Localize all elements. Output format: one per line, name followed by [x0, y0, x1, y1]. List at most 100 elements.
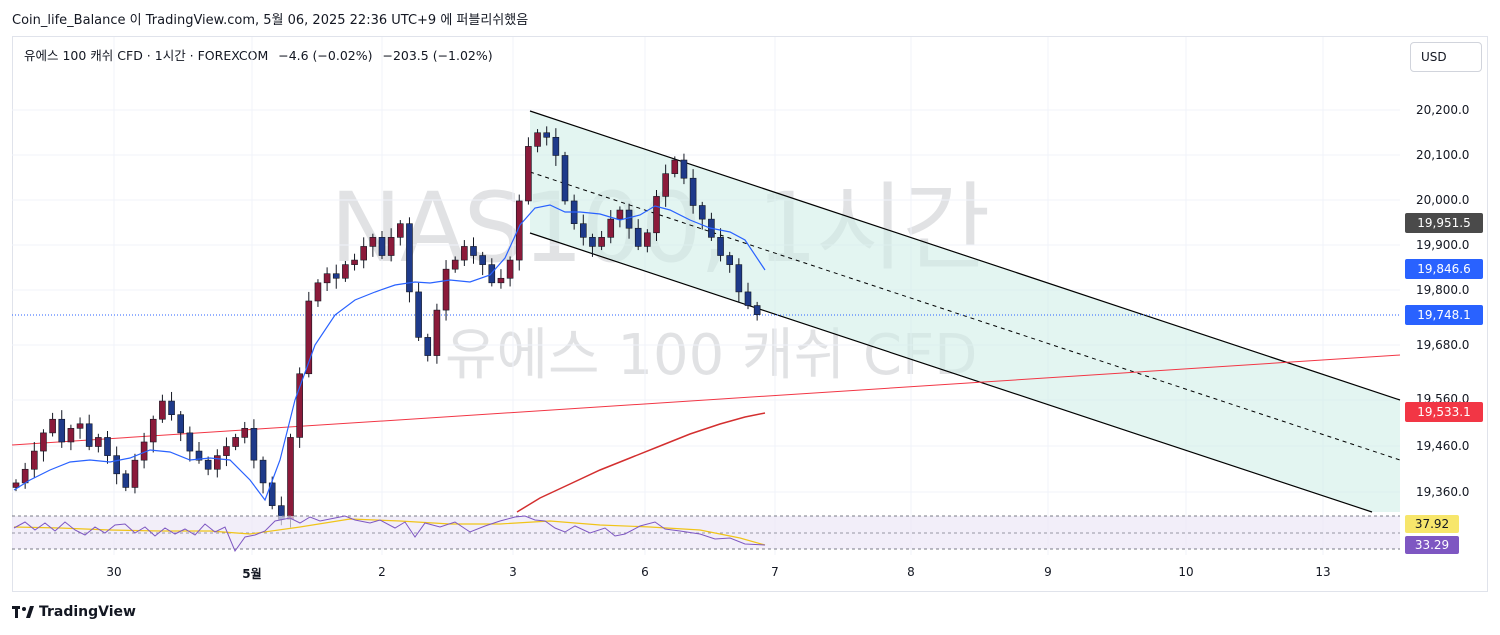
candle-body[interactable]: [21, 468, 29, 484]
candle-body[interactable]: [561, 155, 569, 202]
candle-body[interactable]: [479, 255, 486, 265]
candle-body[interactable]: [735, 264, 743, 293]
candle-body[interactable]: [698, 205, 706, 220]
candle-body[interactable]: [305, 300, 313, 375]
candle-body[interactable]: [360, 246, 368, 261]
candle-body[interactable]: [58, 418, 66, 443]
candle-body[interactable]: [461, 246, 468, 261]
candle-body[interactable]: [159, 400, 166, 420]
candle-body[interactable]: [323, 273, 331, 284]
candle-body[interactable]: [726, 255, 734, 265]
candle-body[interactable]: [259, 459, 267, 484]
symbol-legend[interactable]: 유에스 100 캐쉬 CFD · 1시간 · FOREXCOM −4.6 (−0…: [24, 45, 493, 64]
chart-frame[interactable]: [12, 36, 1488, 592]
candle-body[interactable]: [214, 455, 221, 470]
candle-body[interactable]: [396, 223, 404, 238]
time-axis-label: 30: [106, 565, 122, 579]
candle-body[interactable]: [744, 291, 752, 306]
candle-body[interactable]: [351, 259, 358, 265]
candle-body[interactable]: [387, 237, 395, 256]
candle-body[interactable]: [634, 227, 642, 247]
candle-body[interactable]: [534, 132, 541, 147]
candle-body[interactable]: [296, 373, 303, 438]
channel-lower-line[interactable]: [529, 232, 1373, 513]
trend-line-price-tag: 19,533.1: [1405, 402, 1483, 422]
candle-body[interactable]: [268, 482, 276, 506]
candle-body[interactable]: [506, 259, 514, 279]
candle-body[interactable]: [76, 423, 84, 429]
candle-body[interactable]: [40, 432, 47, 452]
candle-body[interactable]: [149, 418, 157, 443]
candle-body[interactable]: [378, 237, 386, 256]
currency-selector[interactable]: USD: [1410, 42, 1482, 72]
candle-body[interactable]: [470, 246, 477, 256]
candle-body[interactable]: [232, 437, 239, 447]
candle-body[interactable]: [552, 136, 560, 156]
candle-body[interactable]: [195, 450, 203, 461]
candle-body[interactable]: [122, 473, 130, 488]
candle-body[interactable]: [223, 446, 230, 456]
candle-body[interactable]: [598, 237, 605, 247]
candle-body[interactable]: [85, 423, 93, 447]
channel-mid-line[interactable]: [529, 171, 1401, 461]
candle-body[interactable]: [497, 277, 505, 284]
candle-body[interactable]: [753, 305, 761, 315]
candle-body[interactable]: [589, 237, 596, 247]
candle-body[interactable]: [104, 437, 111, 456]
candle-body[interactable]: [49, 418, 56, 434]
time-axis-label: 5월: [242, 567, 262, 581]
candle-body[interactable]: [671, 159, 679, 174]
candle-body[interactable]: [406, 223, 413, 293]
rsi-pane[interactable]: [12, 516, 1400, 549]
candle-body[interactable]: [342, 264, 349, 279]
candle-body[interactable]: [95, 437, 102, 447]
ma-slow-line: [516, 412, 766, 513]
time-axis-label: 3: [509, 565, 517, 579]
price-axis-label: 20,200.0: [1416, 103, 1470, 117]
candle-body[interactable]: [369, 237, 377, 247]
candle-body[interactable]: [332, 273, 340, 279]
candle-body[interactable]: [717, 237, 724, 256]
candle-body[interactable]: [415, 291, 422, 338]
candle-body[interactable]: [607, 218, 615, 238]
candle-body[interactable]: [442, 268, 450, 311]
candle-body[interactable]: [250, 428, 258, 461]
candle-body[interactable]: [177, 414, 184, 434]
candle-body[interactable]: [543, 132, 551, 138]
candle-body[interactable]: [653, 196, 660, 234]
candle-body[interactable]: [113, 455, 120, 475]
candles[interactable]: [12, 126, 761, 528]
candle-body[interactable]: [131, 459, 139, 488]
candle-body[interactable]: [644, 232, 651, 247]
candle-body[interactable]: [287, 437, 294, 520]
candle-body[interactable]: [680, 159, 688, 179]
candle-body[interactable]: [314, 282, 322, 302]
candle-body[interactable]: [433, 309, 441, 356]
tradingview-logo-icon: [12, 606, 34, 618]
candle-body[interactable]: [689, 177, 697, 206]
candle-body[interactable]: [67, 428, 75, 443]
candle-body[interactable]: [625, 209, 633, 229]
time-axis-label: 10: [1178, 565, 1194, 579]
rsi-ma-tag: 37.92: [1405, 515, 1459, 533]
candle-body[interactable]: [168, 400, 175, 415]
descending-channel[interactable]: [530, 111, 1400, 512]
candle-body[interactable]: [204, 459, 212, 470]
tradingview-logo[interactable]: TradingView: [12, 604, 136, 620]
candle-body[interactable]: [30, 450, 38, 470]
time-axis-label: 2: [378, 565, 386, 579]
time-axis-label: 6: [641, 565, 649, 579]
candle-body[interactable]: [525, 146, 532, 202]
candle-body[interactable]: [186, 432, 194, 452]
candle-body[interactable]: [579, 223, 587, 238]
candle-body[interactable]: [12, 482, 20, 488]
candle-body[interactable]: [616, 209, 624, 220]
rsi-value-tag: 33.29: [1405, 536, 1459, 554]
candle-body[interactable]: [451, 259, 459, 270]
time-axis-label: 13: [1315, 565, 1331, 579]
candle-body[interactable]: [662, 173, 669, 197]
candle-body[interactable]: [241, 428, 249, 438]
candle-body[interactable]: [424, 337, 432, 356]
candle-body[interactable]: [515, 200, 523, 261]
